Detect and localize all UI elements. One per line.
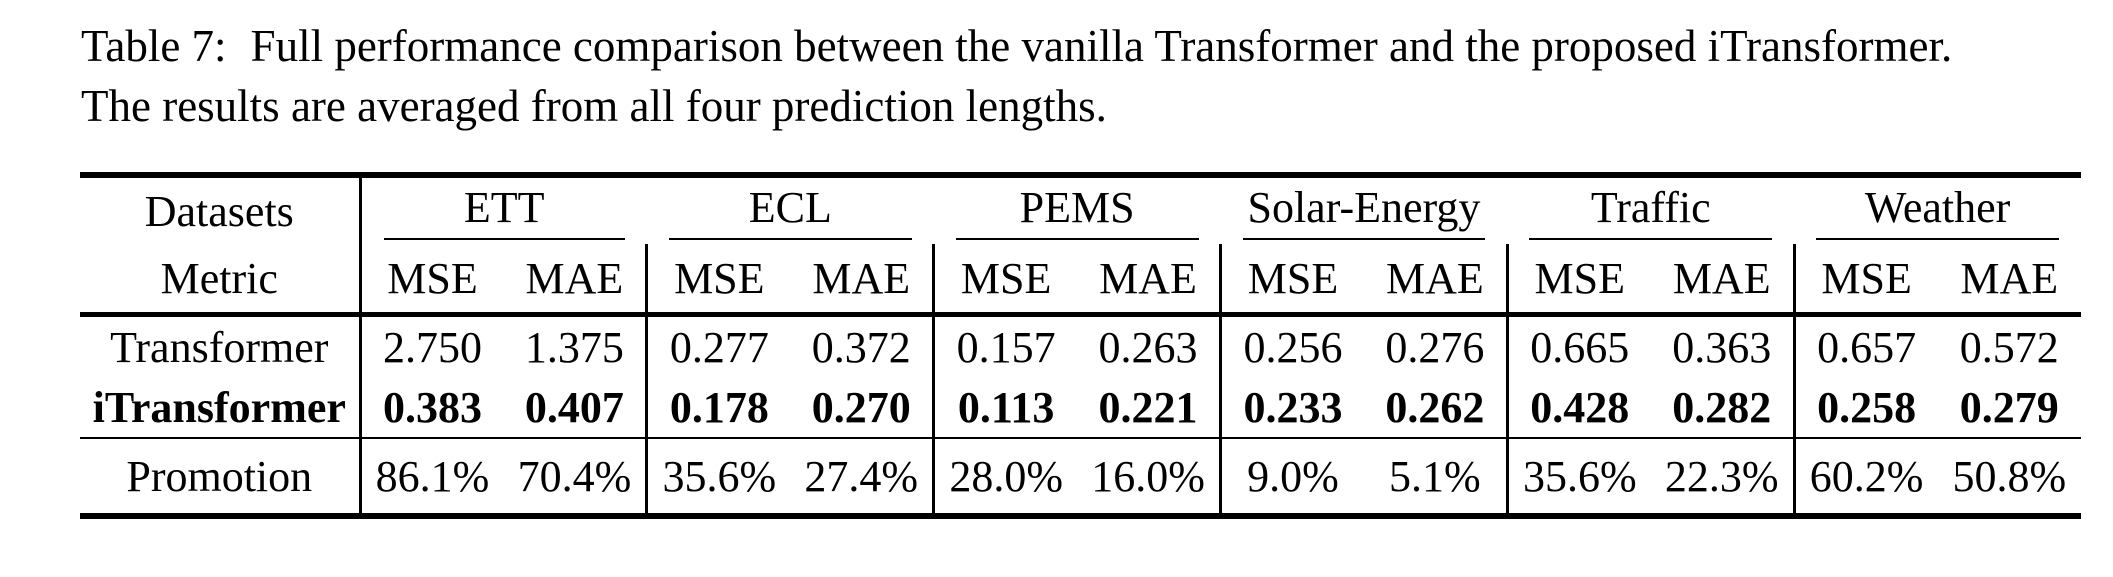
- cell-itransformer-ecl-mse: 0.178: [645, 377, 791, 438]
- metric-header-ett-mse: MSE: [358, 244, 504, 317]
- group-header-traffic: Traffic: [1507, 175, 1794, 244]
- metric-header-pems-mae: MAE: [1077, 244, 1221, 317]
- table-row-itransformer: iTransformer 0.383 0.407 0.178 0.270 0.113 0.2…: [80, 377, 2081, 438]
- cell-transformer-ecl-mae: 0.372: [811, 322, 911, 372]
- cell-transformer-pems-mse: 0.157: [932, 314, 1078, 377]
- cell-promotion-traffic-mae: 22.3%: [1650, 437, 1795, 516]
- table-row-promotion: Promotion 86.1% 70.4% 35.6% 27.4% 28.0% 16.0% 9…: [80, 437, 2081, 516]
- metric-header-ett-mae: MAE: [503, 244, 647, 317]
- cell-itransformer-weather-mse: 0.258: [1792, 377, 1938, 438]
- cell-itransformer-solar-energy-mae: 0.262: [1385, 382, 1485, 432]
- cell-promotion-weather-mae: 50.8%: [1937, 437, 2081, 516]
- cell-promotion-ett-mse: 86.1%: [358, 437, 504, 516]
- results-table: Datasets ETT ECL PEMS Solar-Energy Traffic We…: [80, 172, 2081, 519]
- cell-transformer-solar-energy-mae: 0.276: [1385, 322, 1485, 372]
- cell-transformer-ett-mae: 1.375: [524, 322, 624, 372]
- metric-header-pems-mse: MSE: [932, 244, 1078, 317]
- table-head: Datasets ETT ECL PEMS Solar-Energy Traffic We…: [80, 175, 2081, 317]
- group-name-label: ETT: [463, 182, 545, 232]
- metric-header-solar-energy-mae: MAE: [1363, 244, 1508, 317]
- cell-transformer-pems-mae: 0.263: [1098, 322, 1198, 372]
- cell-promotion-weather-mse: 60.2%: [1792, 437, 1938, 516]
- caption-text-1: Full performance comparison between the …: [250, 21, 1953, 71]
- cell-promotion-ecl-mae: 27.4%: [790, 437, 934, 516]
- cell-itransformer-solar-energy-mse: 0.233: [1219, 377, 1364, 438]
- cell-promotion-pems-mae: 16.0%: [1077, 437, 1221, 516]
- header-row-metric: Metric MSE MAE MSE MAE MSE MAE MSE MAE MSE MAE MSE…: [80, 244, 2081, 317]
- table-caption: Table 7: Full performance comparison betw…: [81, 16, 2081, 136]
- cell-itransformer-traffic-mae: 0.282: [1672, 382, 1772, 432]
- cell-itransformer-weather-mae: 0.279: [1959, 382, 2059, 432]
- cell-itransformer-ett-mse: 0.383: [358, 377, 504, 438]
- row-label-transformer: Transformer: [80, 314, 362, 377]
- metric-header-weather-mse: MSE: [1792, 244, 1938, 317]
- metric-header-traffic-mae: MAE: [1650, 244, 1795, 317]
- cell-itransformer-pems-mae: 0.221: [1098, 382, 1198, 432]
- cell-transformer-weather-mse: 0.657: [1792, 314, 1938, 377]
- group-header-weather: Weather: [1794, 175, 2081, 244]
- cell-transformer-traffic-mse: 0.665: [1505, 314, 1651, 377]
- group-name-label: PEMS: [1019, 182, 1135, 232]
- cell-transformer-solar-energy-mse: 0.256: [1219, 314, 1364, 377]
- header-row-datasets: Datasets ETT ECL PEMS Solar-Energy Traffic We…: [80, 175, 2081, 244]
- cell-promotion-ett-mae: 70.4%: [503, 437, 647, 516]
- cell-transformer-ecl-mse: 0.277: [645, 314, 791, 377]
- corner-datasets-label: Datasets: [80, 175, 362, 244]
- metric-header-ecl-mae: MAE: [790, 244, 934, 317]
- cell-promotion-traffic-mse: 35.6%: [1505, 437, 1651, 516]
- cell-transformer-weather-mae: 0.572: [1959, 322, 2059, 372]
- cell-transformer-traffic-mae: 0.363: [1672, 322, 1772, 372]
- group-header-solar-energy: Solar-Energy: [1221, 175, 1508, 244]
- group-name-label: ECL: [748, 182, 832, 232]
- cell-promotion-solar-energy-mse: 9.0%: [1219, 437, 1364, 516]
- cell-promotion-pems-mse: 28.0%: [932, 437, 1078, 516]
- cell-transformer-ett-mse: 2.750: [358, 314, 504, 377]
- cell-promotion-solar-energy-mae: 5.1%: [1363, 437, 1508, 516]
- corner-metric-label: Metric: [80, 244, 362, 317]
- group-name-label: Weather: [1864, 182, 2011, 232]
- cell-itransformer-ecl-mae: 0.270: [811, 382, 911, 432]
- cell-itransformer-ett-mae: 0.407: [524, 382, 624, 432]
- caption-line-2: The results are averaged from all four p…: [81, 81, 1107, 131]
- cell-itransformer-pems-mse: 0.113: [932, 377, 1078, 438]
- group-header-ecl: ECL: [647, 175, 934, 244]
- group-header-ett: ETT: [360, 175, 647, 244]
- metric-header-traffic-mse: MSE: [1505, 244, 1651, 317]
- caption-label: Table 7:: [81, 21, 227, 71]
- table-row-transformer: Transformer 2.750 1.375 0.277 0.372 0.157 0.26…: [80, 314, 2081, 377]
- metric-header-ecl-mse: MSE: [645, 244, 791, 317]
- row-label-promotion: Promotion: [80, 437, 362, 516]
- cell-itransformer-traffic-mse: 0.428: [1505, 377, 1651, 438]
- cell-promotion-ecl-mse: 35.6%: [645, 437, 791, 516]
- caption-line-1: Table 7: Full performance comparison betw…: [81, 16, 2081, 76]
- row-label-itransformer: iTransformer: [80, 377, 362, 438]
- group-header-pems: PEMS: [934, 175, 1221, 244]
- group-name-label: Solar-Energy: [1247, 182, 1481, 232]
- metric-header-weather-mae: MAE: [1937, 244, 2081, 317]
- group-name-label: Traffic: [1590, 182, 1711, 232]
- metric-header-solar-energy-mse: MSE: [1219, 244, 1364, 317]
- table-body: Transformer 2.750 1.375 0.277 0.372 0.157 0.26…: [80, 314, 2081, 516]
